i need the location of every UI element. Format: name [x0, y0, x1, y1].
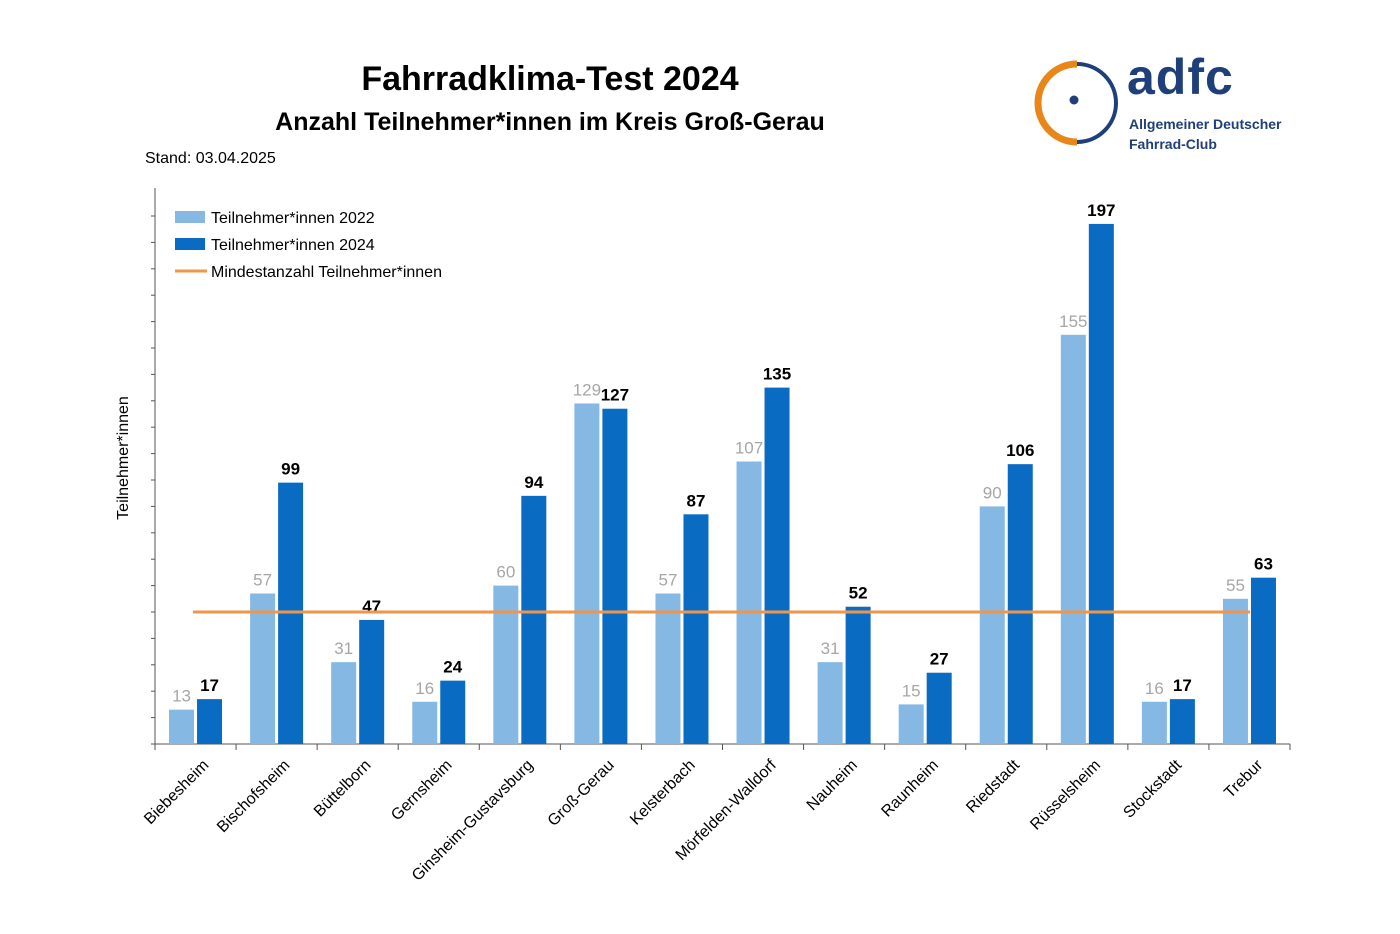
- bar-2022: [574, 403, 600, 744]
- bar-2022: [655, 593, 681, 744]
- bar-2024: [845, 606, 871, 744]
- x-tick-label: Rüsselsheim: [1027, 757, 1104, 834]
- bar-2024: [521, 495, 547, 744]
- data-label-2022: 13: [172, 687, 191, 706]
- bar-2022: [331, 662, 357, 744]
- bar-2024: [440, 680, 466, 744]
- adfc-logo-ring: [1034, 60, 1118, 146]
- x-tick-label: Groß-Gerau: [545, 757, 618, 830]
- data-label-2022: 16: [415, 679, 434, 698]
- data-label-2022: 107: [735, 439, 763, 458]
- bar-2024: [683, 514, 709, 744]
- chart-title: Fahrradklima-Test 2024: [361, 60, 739, 98]
- data-label-2024: 52: [849, 584, 868, 603]
- data-label-2022: 55: [1226, 576, 1245, 595]
- data-label-2024: 24: [443, 658, 462, 677]
- data-label-2022: 57: [253, 571, 272, 590]
- bar-2024: [926, 672, 952, 744]
- bar-2022: [493, 585, 519, 744]
- bar-2022: [250, 593, 276, 744]
- bar-2022: [898, 704, 924, 744]
- x-tick-label: Gernsheim: [388, 757, 455, 824]
- bar-2024: [1007, 464, 1033, 744]
- bar-2022: [169, 709, 195, 744]
- data-label-2024: 99: [281, 460, 300, 479]
- data-label-2022: 31: [334, 639, 353, 658]
- data-label-2022: 60: [496, 563, 515, 582]
- data-label-2024: 197: [1087, 201, 1115, 220]
- x-tick-label: Stockstadt: [1120, 756, 1185, 821]
- legend-item-2022-label: Teilnehmer*innen 2022: [211, 210, 375, 227]
- data-label-2022: 16: [1145, 679, 1164, 698]
- legend-item-2024-swatch: [175, 238, 205, 250]
- data-label-2024: 106: [1006, 441, 1034, 460]
- bar-2024: [1088, 223, 1114, 745]
- legend-item-min-label: Mindestanzahl Teilnehmer*innen: [211, 264, 442, 281]
- bar-2022: [1141, 701, 1167, 744]
- bar-2022: [979, 506, 1005, 744]
- data-label-2024: 87: [687, 491, 706, 510]
- data-label-2022: 15: [902, 681, 921, 700]
- chart-subtitle: Anzahl Teilnehmer*innen im Kreis Groß-Ge…: [275, 108, 825, 136]
- logo-tagline-1: Allgemeiner Deutscher: [1129, 116, 1282, 132]
- bar-2022: [1222, 598, 1248, 744]
- bar-2024: [602, 408, 628, 744]
- data-label-2024: 63: [1254, 555, 1273, 574]
- x-tick-label: Riedstadt: [963, 756, 1023, 816]
- data-label-2022: 155: [1059, 312, 1087, 331]
- logo-tagline-2: Fahrrad-Club: [1129, 136, 1217, 152]
- data-label-2022: 31: [821, 639, 840, 658]
- x-tick-label: Raunheim: [878, 757, 942, 821]
- bar-2022: [817, 662, 843, 744]
- x-tick-label: Büttelborn: [311, 757, 375, 821]
- x-tick-label: Kelsterbach: [627, 757, 699, 829]
- data-label-2024: 27: [930, 650, 949, 669]
- y-axis-label: Teilnehmer*innen: [115, 396, 132, 520]
- bar-2022: [1060, 334, 1086, 744]
- bar-2022: [412, 701, 438, 744]
- bar-2024: [1250, 577, 1276, 744]
- data-label-2022: 90: [983, 483, 1002, 502]
- x-tick-label: Nauheim: [804, 757, 861, 814]
- data-label-2024: 17: [1173, 676, 1192, 695]
- x-tick-label: Trebur: [1221, 756, 1266, 801]
- bar-2024: [359, 619, 385, 744]
- data-label-2024: 94: [524, 473, 543, 492]
- x-tick-label: Bischofsheim: [214, 757, 293, 836]
- legend-item-2022-swatch: [175, 211, 205, 223]
- x-tick-label: Biebesheim: [141, 757, 212, 828]
- data-label-2024: 17: [200, 676, 219, 695]
- bar-2024: [197, 699, 223, 744]
- adfc-logo: adfc Allgemeiner Deutscher Fahrrad-Club: [1032, 49, 1302, 158]
- bar-2024: [764, 387, 790, 744]
- legend-item-2024-label: Teilnehmer*innen 2024: [211, 237, 375, 254]
- stand-date: Stand: 03.04.2025: [145, 150, 276, 167]
- data-label-2024: 127: [601, 386, 629, 405]
- data-label-2022: 129: [573, 380, 601, 399]
- bar-2022: [736, 461, 762, 744]
- data-label-2022: 57: [659, 571, 678, 590]
- data-label-2024: 135: [763, 365, 791, 384]
- logo-wordmark: adfc: [1127, 49, 1234, 105]
- bar-2024: [1169, 699, 1195, 744]
